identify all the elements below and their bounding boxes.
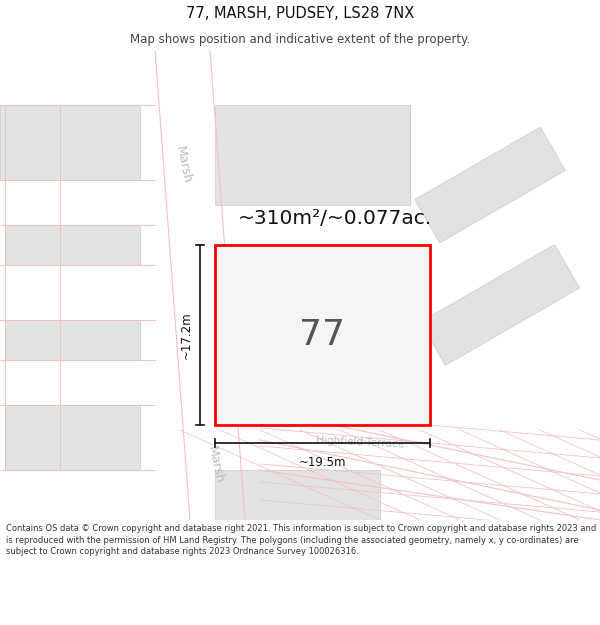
- Text: Marsh: Marsh: [173, 145, 193, 185]
- Polygon shape: [155, 50, 245, 520]
- Polygon shape: [215, 105, 410, 205]
- Text: Map shows position and indicative extent of the property.: Map shows position and indicative extent…: [130, 32, 470, 46]
- Text: 77, MARSH, PUDSEY, LS28 7NX: 77, MARSH, PUDSEY, LS28 7NX: [186, 6, 414, 21]
- Polygon shape: [5, 225, 140, 265]
- Text: Contains OS data © Crown copyright and database right 2021. This information is : Contains OS data © Crown copyright and d…: [6, 524, 596, 556]
- Text: 77: 77: [299, 318, 346, 352]
- Polygon shape: [5, 405, 140, 470]
- Polygon shape: [0, 105, 140, 180]
- Polygon shape: [243, 268, 377, 402]
- Text: Marsh: Marsh: [205, 445, 226, 485]
- Polygon shape: [415, 127, 565, 243]
- Text: ~310m²/~0.077ac.: ~310m²/~0.077ac.: [238, 209, 432, 227]
- Text: ~19.5m: ~19.5m: [299, 456, 346, 469]
- Polygon shape: [5, 320, 140, 360]
- Bar: [215, 245, 430, 425]
- Polygon shape: [421, 244, 580, 366]
- Text: ~17.2m: ~17.2m: [179, 311, 193, 359]
- Polygon shape: [215, 470, 380, 520]
- Text: Highfield Terrace: Highfield Terrace: [316, 435, 404, 449]
